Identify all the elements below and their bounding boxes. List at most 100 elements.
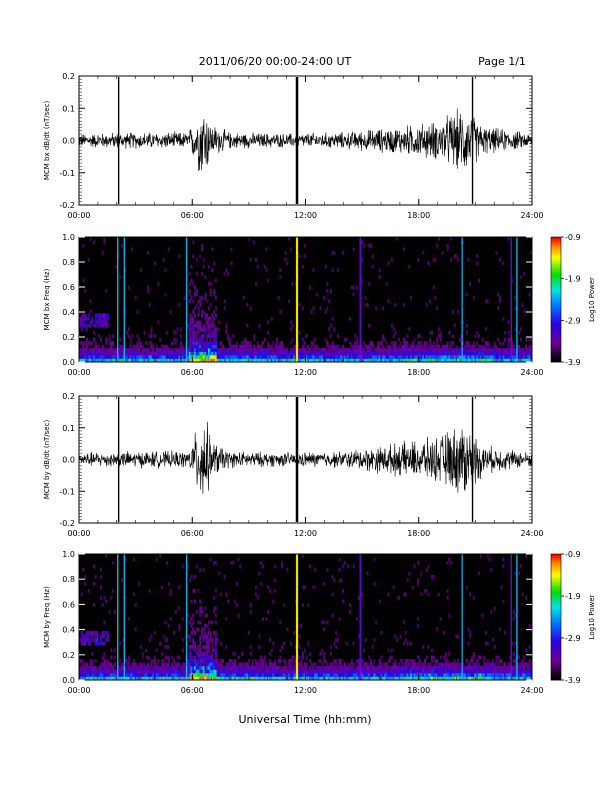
spectrogram-cell: [368, 358, 371, 363]
spectrogram-cell: [483, 676, 486, 681]
spectrogram-cell: [106, 666, 109, 670]
spectrogram-cell: [397, 358, 400, 363]
spectrogram-cell: [357, 634, 360, 639]
spectrogram-cell: [429, 673, 432, 677]
spectrogram-cell: [138, 662, 141, 667]
spectrogram-cell: [328, 676, 331, 681]
spectrogram-cell: [497, 351, 500, 356]
spectrogram-cell: [126, 358, 129, 363]
spectrogram-cell: [430, 648, 433, 653]
x-tick-label: 18:00: [407, 529, 430, 538]
spectrogram-cell: [160, 666, 163, 670]
spectrogram-cell: [227, 355, 230, 359]
y-tick-label: 0.4: [62, 308, 75, 317]
spectrogram-cell: [188, 638, 191, 642]
spectrogram-cell: [397, 348, 400, 352]
spectrogram-cell: [444, 676, 447, 681]
spectrogram-cell: [84, 673, 87, 677]
spectrogram-cell: [293, 355, 296, 359]
spectrogram-cell: [195, 337, 198, 342]
spectrogram-cell: [113, 669, 116, 674]
spectrogram-cell: [293, 358, 296, 363]
spectrogram-cell: [458, 351, 461, 356]
spectrogram-cell: [204, 652, 207, 656]
y-tick-label: 0.2: [62, 333, 75, 342]
spectrogram-cell: [127, 676, 130, 681]
spectrogram-cell: [434, 659, 437, 663]
spectrogram-cell: [209, 652, 212, 656]
spectrogram-cell: [418, 673, 421, 677]
spectrogram-cell: [263, 264, 266, 269]
spectrogram-cell: [190, 659, 193, 663]
spectrogram-cell: [228, 351, 231, 356]
spectrogram-cell: [108, 666, 111, 670]
spectrogram-cell: [378, 673, 381, 677]
spectrogram-cell: [469, 344, 472, 349]
spectrogram-cell: [410, 673, 413, 677]
spectrogram-cell: [214, 344, 217, 349]
spectrogram-cell: [329, 673, 332, 677]
spectrogram-cell: [307, 351, 310, 356]
spectrogram-cell: [429, 299, 432, 304]
spectrogram-cell: [115, 264, 118, 269]
spectrogram-cell: [108, 334, 111, 338]
spectrogram-cell: [94, 358, 97, 363]
y-tick-label: 0.2: [62, 651, 75, 660]
spectrogram-cell: [192, 254, 195, 259]
spectrogram-cell: [333, 348, 336, 352]
spectrogram-cell: [202, 652, 205, 656]
spectrogram-cell: [239, 344, 242, 349]
spectrogram-cell: [167, 676, 170, 681]
spectrogram-cell: [99, 316, 102, 321]
spectrogram-cell: [286, 261, 289, 266]
spectrogram-cell: [417, 355, 420, 359]
spectrogram-cell: [277, 676, 280, 681]
colorbar-segment: [551, 353, 561, 357]
spectrogram-cell: [472, 348, 475, 352]
spectrogram-cell: [382, 351, 385, 356]
spectrogram-cell: [249, 358, 252, 363]
spectrogram-cell: [507, 348, 510, 352]
spectrogram-cell: [497, 676, 500, 681]
spectrogram-cell: [375, 348, 378, 352]
spectrogram-cell: [335, 344, 338, 349]
spectrogram-cell: [488, 676, 491, 681]
spectrogram-cell: [417, 582, 420, 586]
spectrogram-cell: [279, 659, 282, 663]
spectrogram-cell: [98, 348, 101, 352]
spectrogram-cell: [105, 599, 108, 604]
spectrogram-cell: [507, 666, 510, 670]
spectrogram-cell: [145, 348, 148, 352]
spectrogram-cell: [396, 358, 399, 363]
spectrogram-cell: [448, 330, 451, 335]
colorbar-segment: [551, 644, 561, 647]
spectrogram-cell: [439, 351, 442, 356]
spectrogram-cell: [249, 669, 252, 674]
spectrogram-cell: [305, 655, 308, 660]
spectrogram-cell: [119, 355, 122, 359]
colorbar-tick-label: -3.9: [565, 676, 581, 685]
spectrogram-cell: [103, 596, 106, 600]
spectrogram-cell: [167, 669, 170, 674]
spectrogram-cell: [342, 564, 345, 569]
spectrogram-cell: [99, 323, 102, 328]
spectrogram-cell: [507, 237, 510, 241]
colorbar-segment: [551, 332, 561, 336]
spectrogram-cell: [497, 337, 500, 342]
spectrogram-cell: [209, 323, 212, 328]
spectrogram-cell: [314, 355, 317, 359]
spectrogram-cell: [173, 676, 176, 681]
spectrogram-cell: [289, 320, 292, 325]
spectrogram-cell: [356, 673, 359, 677]
spectrogram-cell: [523, 348, 526, 352]
spectrogram-cell: [523, 355, 526, 359]
spectrogram-cell: [411, 659, 414, 663]
spectrogram-cell: [183, 351, 186, 356]
spectrogram-cell: [368, 351, 371, 356]
spectrogram-cell: [153, 676, 156, 681]
spectrogram-cell: [204, 275, 207, 279]
spectrogram-cell: [352, 669, 355, 674]
spectrogram-cell: [350, 673, 353, 677]
spectrogram-cell: [469, 666, 472, 670]
spectrogram-cell: [382, 669, 385, 674]
